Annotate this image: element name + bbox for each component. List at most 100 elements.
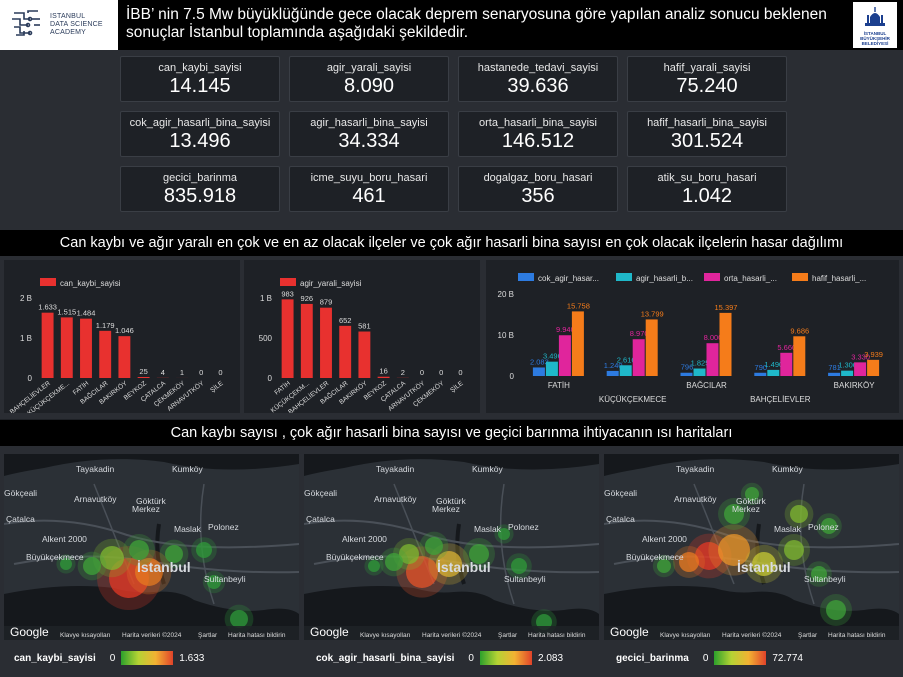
map-road: [304, 519, 599, 549]
map-place-label: İstanbul: [737, 559, 791, 575]
y-tick-label: 10 B: [498, 331, 514, 340]
map-footer-bar: [304, 626, 599, 640]
map-place-label: İstanbul: [137, 559, 191, 575]
heatmap-canvas[interactable]: Tayakadin Kumköy Gökçeali Arnavutköy Göktürk…: [304, 454, 599, 640]
map-footer-link: Klavye kısayolları: [60, 632, 111, 639]
heatmap-legend: cok_agir_hasarli_bina_sayisi 0 2.083: [316, 647, 563, 669]
map-place-label: Maslak: [774, 524, 802, 534]
legend-min: 0: [702, 652, 709, 664]
kpi-value: 1.042: [681, 185, 733, 207]
map-place-label: Gökçeali: [4, 488, 37, 498]
kpi-card: dogalgaz_boru_hasari 356: [458, 166, 618, 212]
data-label: 8.970: [630, 329, 649, 338]
map-place-label: Sultanbeyli: [804, 574, 846, 584]
data-label: 781: [828, 363, 841, 372]
map-place-label: Büyükçekmece: [326, 552, 384, 562]
map-sea-black-sea: [304, 454, 599, 476]
kpi-area: can_kaybi_sayisi 14.145 agir_yarali_sayis…: [0, 50, 903, 230]
heatmap-cok-agir-hasar[interactable]: Tayakadin Kumköy Gökçeali Arnavutköy Göktürk…: [304, 454, 599, 640]
data-label: 796: [681, 363, 694, 372]
kpi-value: 461: [352, 185, 386, 207]
map-place-label: Göktürk: [436, 496, 467, 506]
heat-spot: [790, 505, 808, 523]
kpi-card: icme_suyu_boru_hasari 461: [289, 166, 449, 212]
heat-spot: [399, 544, 419, 564]
kpi-value: 8.090: [343, 75, 395, 97]
academy-line-2: DATA SCIENCE: [50, 21, 103, 28]
data-label: 2.616: [617, 355, 636, 364]
heat-spot: [657, 559, 671, 573]
heat-spot: [135, 558, 163, 586]
data-label: 15.397: [715, 303, 738, 312]
x-tick-label: BAKIRKÖY: [834, 381, 876, 390]
data-label: 1.515: [57, 307, 76, 316]
heatmap-gecici-barinma[interactable]: Tayakadin Kumköy Gökçeali Arnavutköy Göktürk…: [604, 454, 899, 640]
heat-spot: [129, 540, 149, 560]
bar: [300, 303, 313, 378]
kpi-label: cok_agir_hasarli_bina_sayisi: [129, 117, 271, 129]
map-sea-black-sea: [604, 454, 899, 476]
map-road: [499, 483, 515, 605]
map-bosphorus: [155, 523, 166, 585]
legend-swatch: [616, 273, 632, 281]
y-tick-label: 0: [268, 374, 273, 383]
data-label: 1.633: [38, 303, 57, 312]
legend-label: can_kaybi_sayisi: [60, 279, 121, 288]
data-label: 3.496: [543, 352, 562, 361]
data-label: 16: [379, 367, 387, 376]
legend-gradient: [479, 651, 532, 665]
heat-spot: [784, 540, 804, 560]
legend-gradient: [714, 651, 767, 665]
data-label: 2: [401, 368, 405, 377]
heatmap-can-kaybi[interactable]: Tayakadin Kumköy Gökçeali Arnavutköy Göktürk…: [4, 454, 299, 640]
map-place-label: Çatalca: [6, 514, 35, 524]
heat-spot: [425, 537, 443, 555]
bar: [532, 367, 545, 376]
map-place-label: Tayakadin: [676, 464, 715, 474]
map-place-label: Arnavutköy: [674, 494, 717, 504]
kpi-card: hafif_yarali_sayisi 75.240: [627, 56, 787, 102]
heat-spot: [385, 553, 403, 571]
bar: [60, 317, 73, 378]
x-tick-label: KÜÇÜKÇEKMECE: [599, 395, 667, 404]
heat-spot: [196, 542, 212, 558]
y-tick-label: 500: [259, 334, 273, 343]
legend-label: hafif_hasarli_...: [812, 274, 866, 283]
bar: [767, 369, 780, 376]
map-footer-bar: [604, 626, 899, 640]
y-tick-label: 1 B: [260, 294, 272, 303]
data-label: 25: [139, 367, 147, 376]
legend-gradient: [121, 651, 174, 665]
kpi-label: hafif_hasarli_bina_sayisi: [647, 117, 767, 129]
map-place-label: Kumköy: [172, 464, 203, 474]
y-tick-label: 2 B: [20, 294, 32, 303]
kpi-card: gecici_barinma 835.918: [120, 166, 280, 212]
heat-spot: [511, 558, 527, 574]
legend-max: 72.774: [772, 652, 803, 664]
map-place-label: Merkez: [732, 504, 760, 514]
data-label: 4: [161, 368, 165, 377]
heat-spot: [826, 600, 846, 620]
circuit-brain-icon: [12, 10, 40, 36]
data-label: 1.490: [764, 360, 783, 369]
map-footer-bar: [4, 626, 299, 640]
data-label: 9.940: [556, 325, 575, 334]
legend-metric: gecici_barinma: [616, 652, 689, 664]
kpi-value: 39.636: [507, 75, 569, 97]
data-label: 15.758: [567, 301, 590, 310]
bar: [680, 372, 693, 376]
data-label: 1.046: [115, 326, 134, 335]
google-logo: Google: [310, 625, 349, 639]
heat-spot: [230, 610, 248, 628]
data-label: 1.825: [691, 359, 710, 368]
data-label: 3.330: [851, 352, 870, 361]
heatmap-canvas[interactable]: Tayakadin Kumköy Gökçeali Arnavutköy Göktürk…: [4, 454, 299, 640]
legend-label: agir_hasarli_b...: [636, 274, 693, 283]
heatmap-canvas[interactable]: Tayakadin Kumköy Gökçeali Arnavutköy Göktürk…: [604, 454, 899, 640]
legend-swatch: [518, 273, 534, 281]
legend-swatch: [792, 273, 808, 281]
y-tick-label: 20 B: [498, 290, 514, 299]
ibb-emblem-icon: [865, 6, 885, 26]
